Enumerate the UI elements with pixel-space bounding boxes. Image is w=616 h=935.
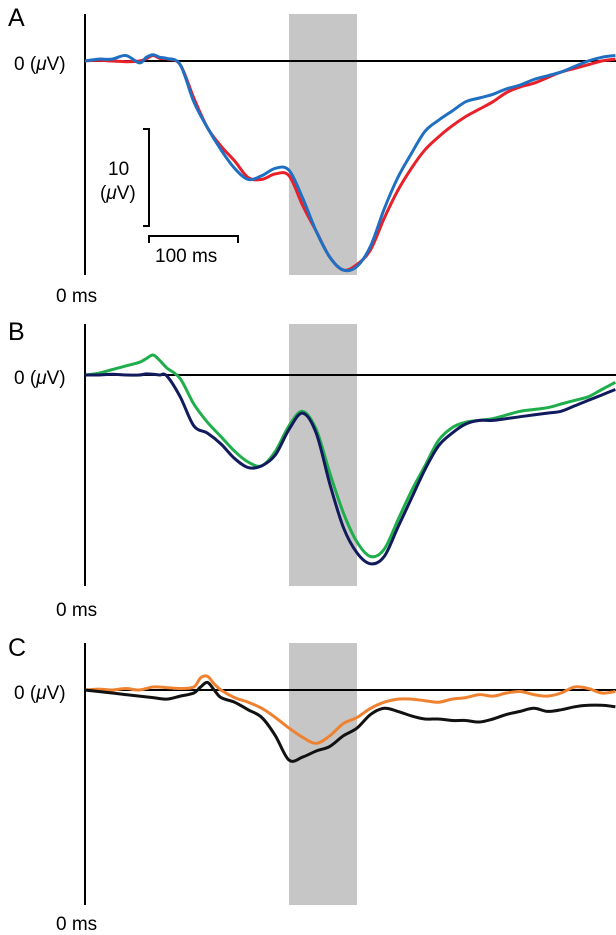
panel-a: A 0 (μV) 0 ms xyxy=(8,4,616,307)
series-group xyxy=(84,353,616,566)
scale-time-value: 100 ms xyxy=(155,246,217,267)
series-group xyxy=(84,674,616,763)
series-group xyxy=(84,53,616,273)
time-zero-label: 0 ms xyxy=(56,914,97,935)
zero-label: 0 (μV) xyxy=(14,683,66,704)
scale-bar: 10 (μV) 100 ms xyxy=(100,128,239,267)
panel-letter: B xyxy=(8,318,25,346)
zero-label: 0 (μV) xyxy=(14,368,66,389)
series-line-2 xyxy=(84,53,616,273)
scale-amplitude-value: 10 xyxy=(108,159,129,180)
series-line-2 xyxy=(84,680,616,763)
time-zero-label: 0 ms xyxy=(56,286,97,307)
highlight-window xyxy=(289,643,357,905)
zero-label: 0 (μV) xyxy=(14,54,66,75)
time-zero-label: 0 ms xyxy=(56,600,97,621)
scale-bar-vertical xyxy=(143,128,150,227)
highlight-window xyxy=(289,14,357,275)
series-line-1 xyxy=(84,353,616,559)
panel-letter: A xyxy=(8,4,25,32)
panel-b: B 0 (μV) 0 ms xyxy=(8,318,616,621)
panel-letter: C xyxy=(8,634,26,662)
scale-amplitude-unit: (μV) xyxy=(100,183,136,204)
scale-bar-horizontal xyxy=(148,235,239,243)
series-line-2 xyxy=(84,372,616,566)
panel-c: C 0 (μV) 0 ms xyxy=(8,634,616,935)
series-line-1 xyxy=(84,674,616,745)
